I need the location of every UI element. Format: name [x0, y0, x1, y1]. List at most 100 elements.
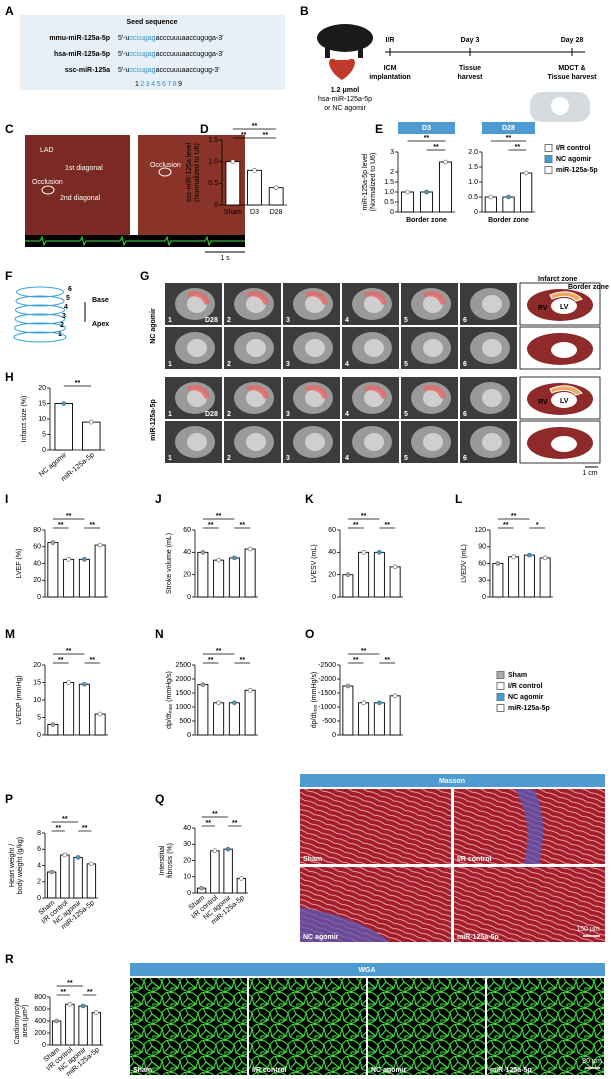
group-label: NC agomir	[150, 308, 157, 344]
bar-marker	[511, 554, 516, 560]
mri-lv	[482, 295, 502, 313]
bar-marker	[200, 550, 206, 555]
bar-marker	[61, 401, 67, 406]
infarct	[364, 385, 387, 399]
bar	[358, 702, 370, 736]
y-tick-label: 10	[38, 416, 46, 423]
y-tick-label: 40	[183, 825, 191, 832]
seed-box	[20, 15, 285, 90]
wga-bar	[130, 963, 605, 976]
y-tick-label: 30	[183, 841, 191, 848]
legend-label: NC agomir	[556, 156, 592, 163]
panel-letter: I	[5, 492, 8, 506]
wga-image	[249, 978, 366, 1075]
photo-label: Occlusion	[150, 162, 181, 169]
bar-marker	[216, 700, 221, 706]
slice	[14, 322, 66, 334]
y-axis-label: LVEDV (mL)	[461, 544, 468, 583]
mri-lv	[364, 339, 384, 357]
chamber-label: RV	[538, 305, 548, 312]
y-tick-label: 4	[37, 862, 41, 869]
y-tick-label: -2000	[318, 676, 336, 683]
masson-bar	[300, 774, 605, 787]
bar-marker	[94, 1010, 99, 1015]
chamber-label: RV	[538, 399, 548, 406]
bar	[94, 544, 106, 598]
y-tick-label: 0	[482, 594, 486, 601]
significance: **	[433, 144, 439, 151]
photo	[25, 135, 130, 235]
infarct-zone	[549, 385, 583, 396]
significance: **	[506, 135, 512, 142]
y-tick-label: 1.0	[208, 159, 218, 166]
legend-swatch	[496, 682, 505, 690]
panel-letter: M	[5, 627, 15, 641]
y-tick-label: 5	[37, 714, 41, 721]
slice-number: 6	[463, 317, 467, 324]
bar-marker	[488, 194, 494, 200]
y-axis-label: fibrosis (%)	[167, 843, 174, 878]
dose: or NC agomir	[324, 105, 366, 112]
bar	[539, 557, 551, 598]
panel-letter: Q	[155, 792, 164, 806]
image-label: I/R control	[457, 856, 492, 863]
legend-swatch	[544, 144, 553, 152]
y-tick-label: 1.0	[468, 179, 478, 186]
y-tick-label: 60	[183, 527, 191, 534]
cavity	[551, 342, 577, 358]
bar-marker	[392, 564, 398, 570]
panel-letter: R	[5, 952, 14, 966]
bar-marker	[252, 168, 257, 173]
bar	[373, 702, 385, 736]
bar	[94, 713, 106, 736]
bar-marker	[97, 542, 103, 548]
bar-marker	[392, 693, 398, 699]
legend-swatch	[544, 166, 553, 174]
timeline-event: Tissue	[459, 65, 481, 72]
slice	[15, 295, 65, 307]
y-tick-label: 800	[34, 994, 46, 1001]
bar	[63, 682, 75, 736]
bar	[91, 1012, 102, 1046]
dose: 1.2 μmol	[331, 87, 359, 94]
legend-swatch	[544, 155, 553, 163]
significance: **	[87, 989, 93, 996]
y-axis-label: miR-125a-5p level	[362, 153, 369, 210]
day-label: D28	[205, 317, 218, 324]
slice-number: 1	[168, 455, 172, 462]
seq-seed: cccugag	[129, 51, 155, 58]
y-tick-label: 2000	[175, 676, 191, 683]
y-tick-label: 0.5	[384, 199, 394, 206]
y-tick-label: 15	[33, 679, 41, 686]
x-axis-label: Border zone	[406, 217, 447, 224]
mirna-name: hsa-miR-125a-5p	[54, 51, 110, 58]
mri-lv	[305, 339, 325, 357]
scale-label: 1 cm	[582, 470, 597, 477]
significance: **	[240, 657, 246, 664]
bar	[268, 187, 284, 206]
bar-marker	[50, 540, 56, 545]
bar	[213, 559, 225, 598]
zone-label: Infarct zone	[538, 276, 577, 283]
y-tick-label: 30	[478, 577, 486, 584]
infarct	[187, 385, 210, 399]
bar-marker	[75, 855, 81, 860]
bar	[523, 554, 535, 598]
bar	[244, 548, 256, 598]
panel-letter: G	[140, 269, 149, 283]
y-label-part: dp/dt	[166, 713, 173, 729]
bar	[373, 551, 385, 598]
significance: **	[58, 522, 64, 529]
timeline-label: Day 28	[561, 37, 584, 44]
bar	[197, 551, 209, 598]
bar-marker	[82, 557, 87, 562]
photo-label: LAD	[40, 147, 54, 154]
significance: **	[66, 648, 72, 655]
bar-marker	[542, 555, 548, 561]
bar-marker	[232, 700, 237, 706]
infarct-zone	[549, 291, 583, 302]
mri-lv	[482, 433, 502, 451]
cavity	[551, 392, 577, 408]
significance: **	[353, 657, 359, 664]
y-tick-label: 0	[37, 732, 41, 739]
